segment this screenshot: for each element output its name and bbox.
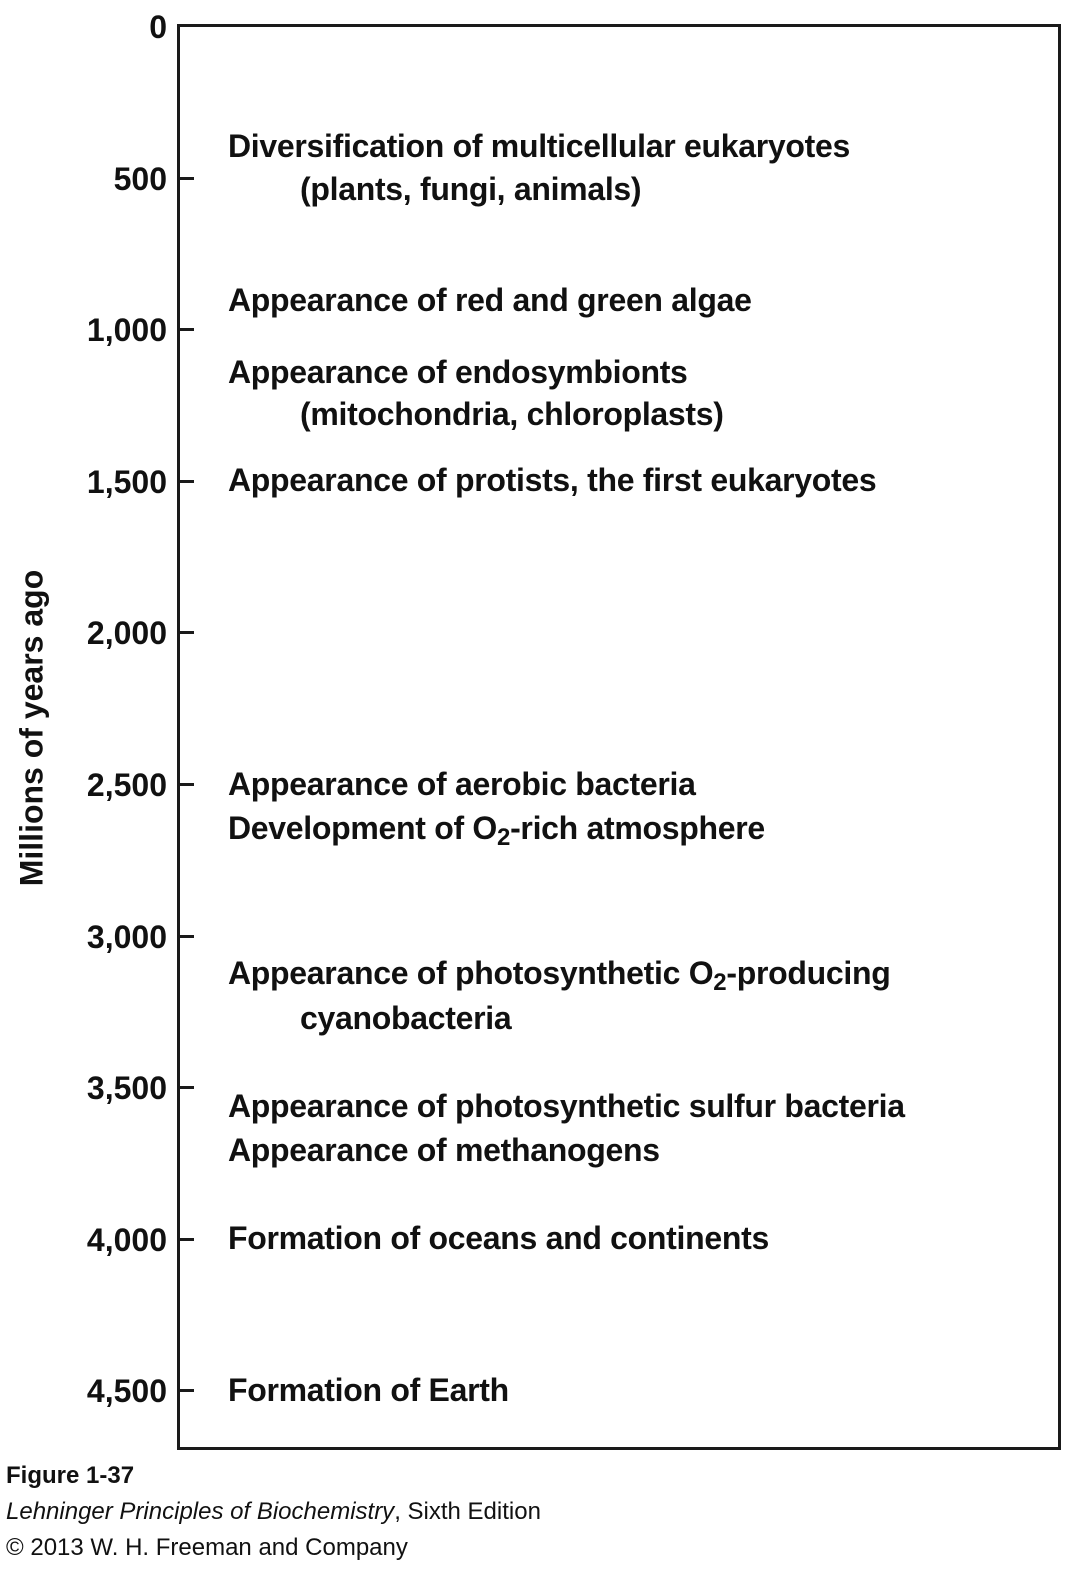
timeline-frame (177, 24, 1061, 1450)
tick-mark (180, 1237, 194, 1241)
tick-label: 4,000 (86, 1221, 167, 1258)
tick-mark (180, 631, 194, 635)
event-line: Appearance of aerobic bacteria (228, 766, 696, 802)
event-line: Formation of Earth (228, 1372, 509, 1408)
y-axis-label: Millions of years ago (13, 569, 50, 887)
tick-label: 1,000 (86, 312, 167, 349)
tick-label: 4,500 (86, 1373, 167, 1410)
tick-mark (180, 328, 194, 332)
copyright: © 2013 W. H. Freeman and Company (6, 1534, 408, 1561)
edition: , Sixth Edition (394, 1498, 541, 1525)
tick-label: 500 (113, 160, 167, 197)
event-line: cyanobacteria (300, 1000, 512, 1036)
book-credit: Lehninger Principles of Biochemistry, Si… (6, 1498, 541, 1526)
event-line: Appearance of photosynthetic O2-producin… (228, 955, 891, 995)
tick-label: 2,500 (86, 767, 167, 803)
event-text: Appearance of photosynthetic O (228, 955, 714, 991)
tick-label: 0 (149, 9, 167, 45)
tick-mark (180, 934, 194, 938)
tick-label: 2,000 (86, 615, 167, 652)
event-line: Appearance of photosynthetic sulfur bact… (228, 1088, 905, 1124)
event-text: -rich atmosphere (510, 810, 765, 846)
tick-label: 3,000 (86, 918, 167, 955)
event-text: -producing (726, 955, 891, 991)
subscript: 2 (713, 969, 727, 996)
tick-label: 1,500 (86, 463, 167, 500)
tick-mark (180, 479, 194, 483)
tick-label: 3,500 (86, 1070, 167, 1107)
tick-mark (180, 1086, 194, 1090)
event-line: Appearance of red and green algae (228, 282, 752, 318)
subscript: 2 (497, 824, 511, 851)
event-line: Appearance of endosymbionts (228, 354, 688, 390)
event-line: Appearance of protists, the first eukary… (228, 462, 877, 498)
event-text: Development of O (228, 810, 498, 846)
event-line: (plants, fungi, animals) (300, 171, 642, 207)
event-line: Diversification of multicellular eukaryo… (228, 128, 850, 164)
book-title: Lehninger Principles of Biochemistry (6, 1498, 395, 1525)
event-line: (mitochondria, chloroplasts) (300, 396, 724, 432)
figure-number: Figure 1-37 (6, 1462, 135, 1489)
tick-mark (180, 176, 194, 180)
event-line: Appearance of methanogens (228, 1132, 660, 1168)
tick-mark (180, 1389, 194, 1393)
event-line: Formation of oceans and continents (228, 1220, 769, 1256)
tick-mark (180, 783, 194, 786)
event-line: Development of O2-rich atmosphere (228, 810, 765, 850)
